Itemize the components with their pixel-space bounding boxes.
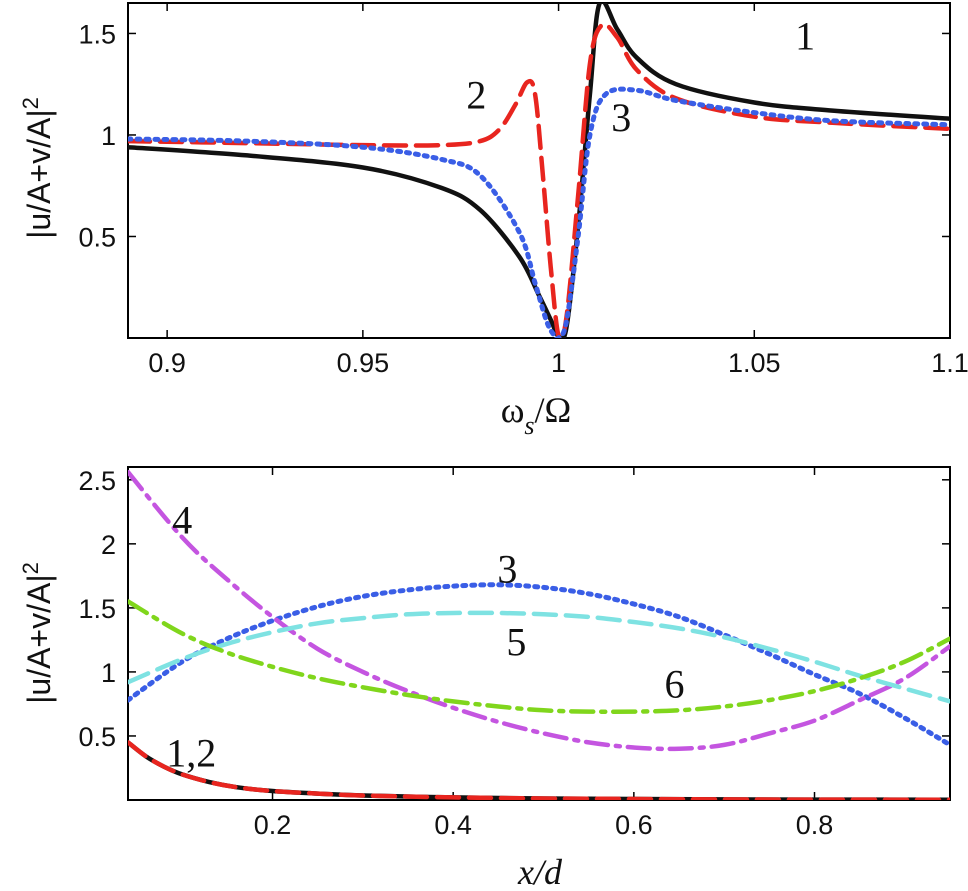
x-tick-label: 1.1: [931, 348, 968, 378]
series-line-2: [128, 740, 950, 800]
bottom-plot-frame: [127, 466, 951, 801]
y-tick-label: 1.5: [78, 19, 116, 49]
x-tick-label: 0.4: [434, 810, 472, 840]
curve-label: 2: [466, 73, 486, 118]
x-tick-label: 0.6: [615, 810, 653, 840]
curve-label: 3: [611, 95, 631, 140]
curve-label: 6: [664, 662, 684, 707]
series-line-6: [128, 599, 950, 714]
top-plot-frame: [127, 2, 951, 339]
series-line-4: [128, 469, 950, 752]
series-line-5: [128, 610, 950, 704]
x-tick-label: 0.8: [796, 810, 834, 840]
x-tick-label: 0.9: [148, 348, 186, 378]
top-y-axis-label: |u/A+v/A|2: [18, 97, 57, 239]
curve-label: 1,2: [166, 731, 216, 776]
curve-label: 1: [795, 14, 815, 59]
bottom-curve-labels: 4 3 5 6 1,2: [166, 498, 684, 776]
y-tick-label: 1.5: [78, 594, 116, 624]
x-tick-label: 0.95: [337, 348, 390, 378]
y-tick-label: 2.5: [78, 466, 116, 496]
y-tick-label: 1: [101, 121, 116, 151]
x-tick-label: 1.05: [728, 348, 781, 378]
bottom-tick-labels: 0.2 0.4 0.6 0.8 0.5 1 1.5 2 2.5: [78, 466, 833, 840]
series-line-3: [128, 86, 950, 338]
top-tick-labels: 0.9 0.95 1 1.05 1.1 0.5 1 1.5: [78, 19, 968, 378]
bottom-axis-ticks: [128, 467, 950, 800]
y-tick-label: 2: [101, 530, 116, 560]
y-tick-label: 0.5: [78, 722, 116, 752]
y-tick-label: 1: [101, 658, 116, 688]
x-tick-label: 0.2: [254, 810, 292, 840]
top-panel: 1 2 3 0.9 0.95 1 1.05 1.1 0.5 1 1.5 |u/A+v/A|2 ωs…: [18, 2, 968, 440]
bottom-panel: 4 3 5 6 1,2 0.2 0.4 0.6 0.8 0.5 1 1.5 2 2.5 |u/A+v/A…: [18, 466, 951, 891]
top-x-axis-label: ωs/Ω: [501, 390, 572, 440]
y-tick-label: 0.5: [78, 222, 116, 252]
bottom-data-lines: [128, 469, 950, 800]
x-tick-label: 1: [551, 348, 566, 378]
bottom-x-axis-label: x/d: [517, 852, 563, 891]
curve-label: 3: [497, 546, 517, 591]
top-data-lines: [128, 3, 950, 338]
bottom-y-axis-label: |u/A+v/A|2: [18, 562, 57, 704]
series-line-3: [128, 582, 950, 748]
curve-label: 4: [172, 498, 192, 543]
series-line-2: [128, 22, 950, 338]
top-curve-labels: 1 2 3: [466, 14, 815, 140]
curve-label: 5: [506, 619, 526, 664]
